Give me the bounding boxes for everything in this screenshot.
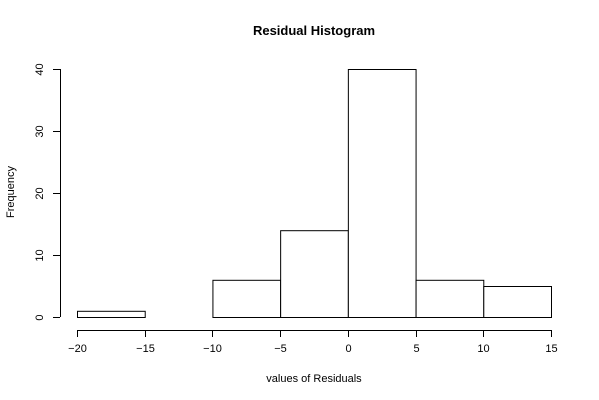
y-axis-label: Frequency xyxy=(5,166,17,218)
histogram-bar xyxy=(280,230,349,318)
y-tick-label: 20 xyxy=(34,187,46,199)
y-tick-label: 10 xyxy=(34,249,46,261)
x-tick-label: −10 xyxy=(203,343,222,355)
x-tick-label: −15 xyxy=(136,343,155,355)
x-tick-label: −20 xyxy=(68,343,87,355)
y-tick-label: 30 xyxy=(34,125,46,137)
x-axis-label: values of Residuals xyxy=(266,373,362,385)
x-tick-label: 10 xyxy=(477,343,489,355)
histogram-bar xyxy=(415,279,485,318)
y-tick-label: 40 xyxy=(34,63,46,75)
y-axis: 0 10 20 30 40 xyxy=(34,63,61,321)
x-tick-label: 0 xyxy=(345,343,351,355)
histogram-bars xyxy=(77,69,552,318)
histogram-bar xyxy=(77,310,146,318)
x-tick-label: −5 xyxy=(274,343,287,355)
x-tick-label: 15 xyxy=(545,343,557,355)
x-tick-label: 5 xyxy=(413,343,419,355)
chart-title: Residual Histogram xyxy=(253,23,375,38)
x-axis: −20 −15 −10 −5 0 5 10 15 xyxy=(68,330,558,355)
histogram-bar xyxy=(483,286,552,318)
y-tick-label: 0 xyxy=(34,314,46,320)
histogram-bar xyxy=(347,69,417,318)
histogram-bar xyxy=(212,279,282,318)
